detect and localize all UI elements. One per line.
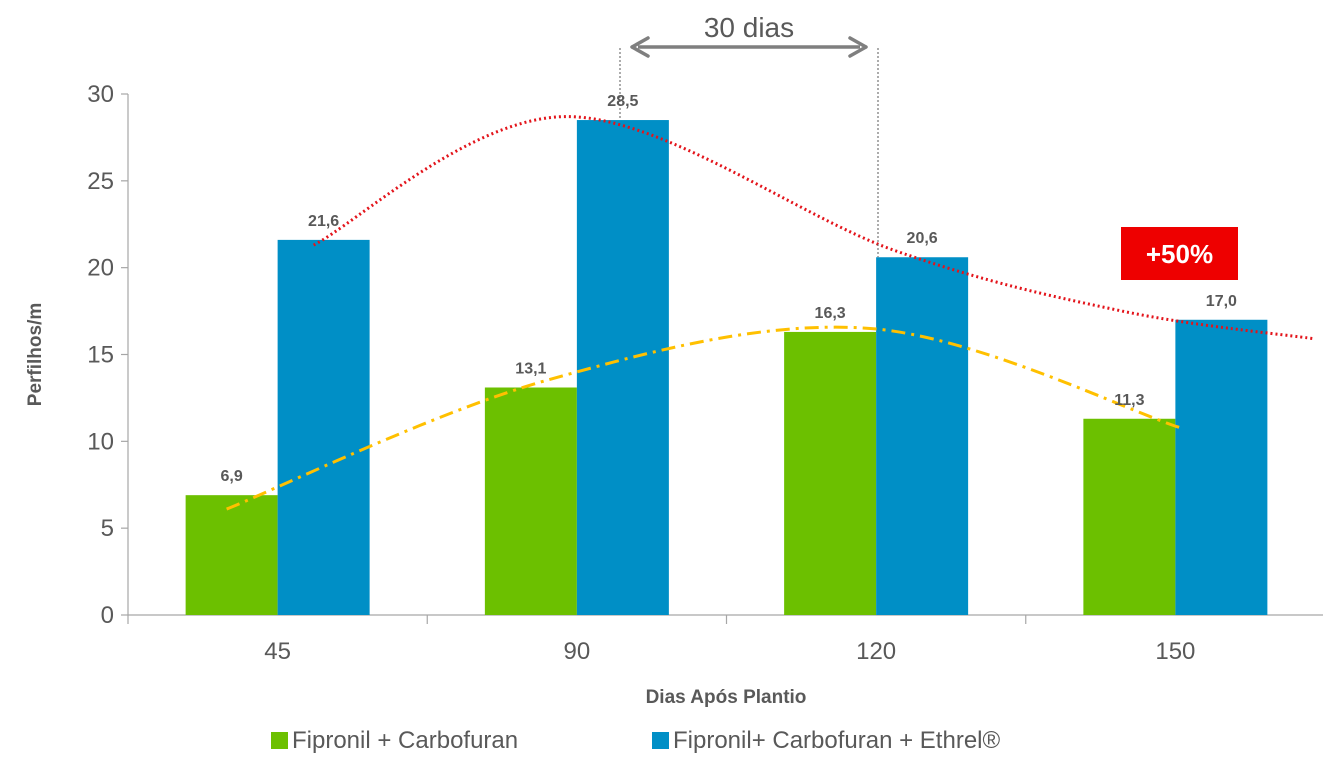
legend-swatch-ethrel	[652, 732, 669, 749]
data-label: 20,6	[907, 230, 938, 247]
bar	[185, 495, 278, 615]
y-axis-title: Perfilhos/m	[25, 303, 46, 406]
ethrel-trendline	[312, 115, 1316, 341]
bar	[784, 331, 877, 615]
data-label: 11,3	[1114, 392, 1144, 409]
legend-label-ethrel: Fipronil+ Carbofuran + Ethrel®	[673, 727, 1000, 754]
interval-arrow-head-right	[848, 36, 868, 58]
bar	[277, 239, 370, 615]
legend-swatch-carbofuran	[271, 732, 288, 749]
axes: 0 5 10 15 20 25 30 45 90 120 150 Dias Após Plantio P…	[25, 81, 1323, 708]
data-label: 6,9	[221, 468, 243, 485]
x-tick-label: 120	[856, 638, 896, 665]
y-tick-label: 0	[101, 602, 114, 629]
interval-label: 30 dias	[704, 12, 794, 43]
data-label: 28,5	[607, 93, 638, 110]
percent-badge-label: +50%	[1146, 239, 1213, 269]
y-tick-label: 25	[87, 168, 114, 195]
x-axis-title: Dias Após Plantio	[646, 687, 807, 708]
data-label: 21,6	[308, 213, 339, 230]
bars	[185, 120, 1268, 616]
annotations: 30 dias +50%	[619, 12, 1238, 280]
data-labels: 6,9 13,1 16,3 11,3 21,6 28,5 20,6 17,0	[221, 93, 1238, 485]
bar	[1083, 418, 1176, 615]
y-tick-label: 30	[87, 81, 114, 108]
x-tick-label: 150	[1155, 638, 1195, 665]
percent-badge	[1121, 227, 1238, 280]
y-tick-label: 5	[101, 515, 114, 542]
legend-label-carbofuran: Fipronil + Carbofuran	[292, 727, 518, 754]
legend: Fipronil + Carbofuran Fipronil+ Carbofura…	[271, 727, 1000, 754]
x-tick-label: 90	[564, 638, 591, 665]
interval-arrow-head-left	[630, 36, 650, 58]
y-tick-label: 10	[87, 428, 114, 455]
trendlines	[226, 115, 1316, 511]
bar	[484, 387, 577, 615]
x-tick-label: 45	[264, 638, 291, 665]
bar	[876, 257, 969, 615]
carbofuran-trendline	[226, 325, 1180, 511]
data-label: 13,1	[515, 360, 546, 377]
bar	[576, 120, 669, 616]
y-tick-label: 15	[87, 342, 114, 369]
y-tick-label: 20	[87, 255, 114, 282]
data-label: 17,0	[1206, 293, 1237, 310]
bar	[1175, 319, 1268, 615]
data-label: 16,3	[815, 305, 846, 322]
